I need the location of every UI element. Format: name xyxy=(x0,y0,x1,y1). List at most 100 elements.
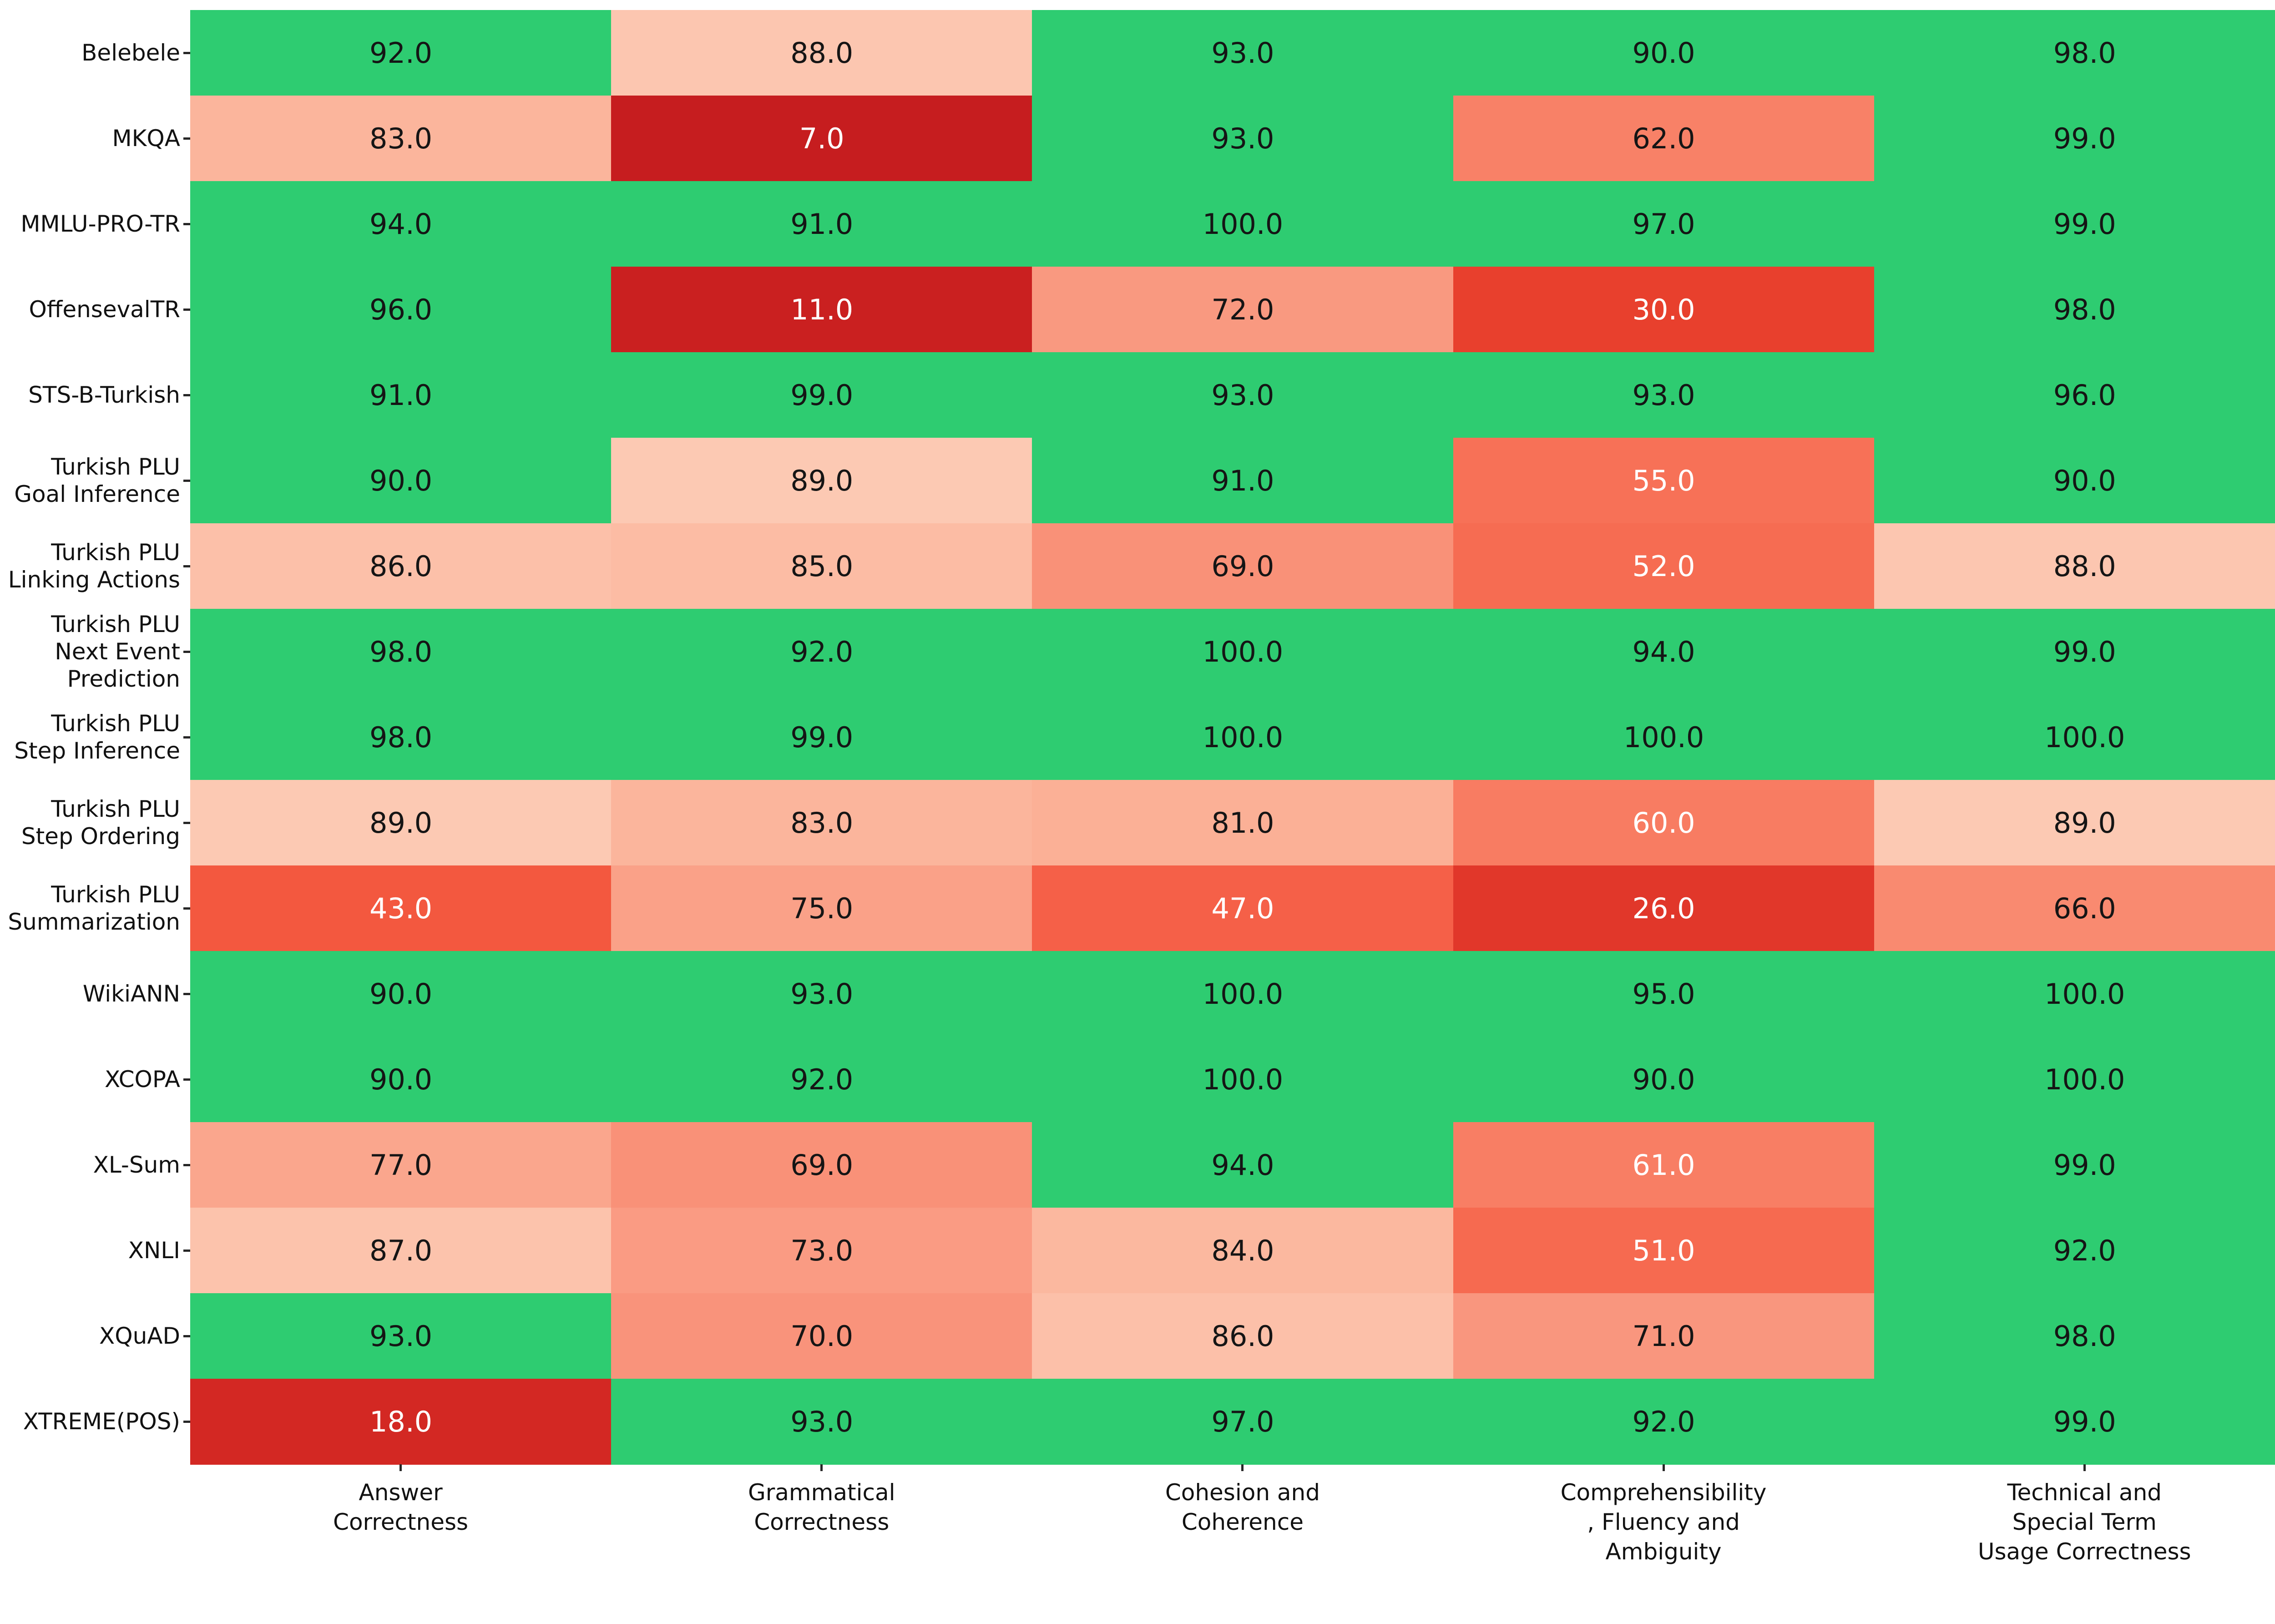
heatmap-cell: 93.0 xyxy=(1032,352,1454,438)
heatmap-cell: 88.0 xyxy=(1874,523,2275,609)
row-label: OffensevalTR xyxy=(29,296,180,323)
heatmap-cell: 87.0 xyxy=(190,1208,612,1294)
heatmap-cell: 83.0 xyxy=(611,780,1033,866)
heatmap-cell: 26.0 xyxy=(1453,865,1875,951)
heatmap-cell: 90.0 xyxy=(190,1037,612,1123)
heatmap-cell: 55.0 xyxy=(1453,438,1875,524)
heatmap-cell: 99.0 xyxy=(1874,181,2275,267)
x-axis-tick xyxy=(399,1464,402,1471)
heatmap-cell: 90.0 xyxy=(1453,1037,1875,1123)
row-label: Turkish PLU Step Inference xyxy=(14,710,180,764)
heatmap-cell: 81.0 xyxy=(1032,780,1454,866)
column-label: Cohesion and Coherence xyxy=(1165,1479,1320,1535)
heatmap-cell: 100.0 xyxy=(1032,1037,1454,1123)
heatmap-cell: 86.0 xyxy=(1032,1293,1454,1379)
heatmap-cell: 51.0 xyxy=(1453,1208,1875,1294)
heatmap-cell: 11.0 xyxy=(611,267,1033,353)
heatmap-cell: 18.0 xyxy=(190,1379,612,1465)
heatmap-cell: 95.0 xyxy=(1453,951,1875,1037)
row-label: MKQA xyxy=(112,125,181,152)
row-label: Turkish PLU Step Ordering xyxy=(21,796,180,850)
heatmap-cell: 62.0 xyxy=(1453,96,1875,182)
heatmap-cell: 90.0 xyxy=(1453,10,1875,96)
row-label: Turkish PLU Linking Actions xyxy=(8,539,180,593)
heatmap-cell: 99.0 xyxy=(1874,1379,2275,1465)
heatmap-cell: 89.0 xyxy=(190,780,612,866)
heatmap-cell: 91.0 xyxy=(611,181,1033,267)
row-label: XNLI xyxy=(128,1237,180,1264)
row-label: XL-Sum xyxy=(93,1152,180,1178)
x-axis-tick xyxy=(1662,1464,1665,1471)
heatmap-cell: 66.0 xyxy=(1874,865,2275,951)
y-axis-tick xyxy=(183,479,190,482)
x-axis-tick xyxy=(820,1464,823,1471)
heatmap-cell: 92.0 xyxy=(190,10,612,96)
heatmap-cell: 94.0 xyxy=(1453,609,1875,695)
column-label: Technical and Special Term Usage Correct… xyxy=(1977,1479,2191,1565)
heatmap-cell: 99.0 xyxy=(1874,609,2275,695)
heatmap-cell: 43.0 xyxy=(190,865,612,951)
heatmap-cell: 92.0 xyxy=(1453,1379,1875,1465)
heatmap-cell: 96.0 xyxy=(190,267,612,353)
row-label: Turkish PLU Goal Inference xyxy=(14,454,180,507)
row-label: Turkish PLU Summarization xyxy=(8,881,180,935)
heatmap-cell: 85.0 xyxy=(611,523,1033,609)
y-axis-tick xyxy=(183,1249,190,1252)
heatmap-cell: 84.0 xyxy=(1032,1208,1454,1294)
heatmap-cell: 98.0 xyxy=(190,694,612,780)
heatmap-cell: 100.0 xyxy=(1032,694,1454,780)
heatmap-cell: 83.0 xyxy=(190,96,612,182)
heatmap-cell: 7.0 xyxy=(611,96,1033,182)
heatmap-cell: 91.0 xyxy=(190,352,612,438)
heatmap-cell: 69.0 xyxy=(1032,523,1454,609)
heatmap-cell: 100.0 xyxy=(1453,694,1875,780)
row-label: Belebele xyxy=(81,40,180,66)
heatmap-cell: 77.0 xyxy=(190,1122,612,1208)
y-axis-tick xyxy=(183,1335,190,1337)
heatmap-cell: 90.0 xyxy=(190,438,612,524)
heatmap-cell: 93.0 xyxy=(611,951,1033,1037)
row-label: WikiANN xyxy=(82,981,180,1007)
heatmap-cell: 93.0 xyxy=(1453,352,1875,438)
heatmap-cell: 99.0 xyxy=(611,352,1033,438)
y-axis-tick xyxy=(183,308,190,311)
y-axis-tick xyxy=(183,1078,190,1081)
heatmap-cell: 93.0 xyxy=(1032,10,1454,96)
heatmap-cell: 47.0 xyxy=(1032,865,1454,951)
row-label: XCOPA xyxy=(104,1066,180,1093)
heatmap-cell: 97.0 xyxy=(1453,181,1875,267)
column-label: Answer Correctness xyxy=(333,1479,469,1535)
heatmap-cell: 100.0 xyxy=(1874,951,2275,1037)
column-label: Grammatical Correctness xyxy=(748,1479,895,1535)
heatmap-cell: 99.0 xyxy=(611,694,1033,780)
y-axis-tick xyxy=(183,1164,190,1166)
heatmap-cell: 86.0 xyxy=(190,523,612,609)
heatmap-cell: 52.0 xyxy=(1453,523,1875,609)
heatmap-cell: 90.0 xyxy=(190,951,612,1037)
row-label: MMLU-PRO-TR xyxy=(20,211,180,237)
heatmap-cell: 93.0 xyxy=(611,1379,1033,1465)
heatmap-cell: 89.0 xyxy=(1874,780,2275,866)
heatmap-cell: 100.0 xyxy=(1874,694,2275,780)
row-label: STS-B-Turkish xyxy=(28,382,180,408)
y-axis-tick xyxy=(183,650,190,653)
heatmap-cell: 98.0 xyxy=(190,609,612,695)
x-axis-tick xyxy=(1241,1464,1244,1471)
heatmap-cell: 92.0 xyxy=(611,609,1033,695)
heatmap-cell: 98.0 xyxy=(1874,10,2275,96)
x-axis-tick xyxy=(2083,1464,2086,1471)
heatmap-cell: 100.0 xyxy=(1874,1037,2275,1123)
heatmap-cell: 98.0 xyxy=(1874,267,2275,353)
heatmap-cell: 94.0 xyxy=(1032,1122,1454,1208)
heatmap-cell: 96.0 xyxy=(1874,352,2275,438)
heatmap-cell: 91.0 xyxy=(1032,438,1454,524)
heatmap-cell: 93.0 xyxy=(1032,96,1454,182)
y-axis-tick xyxy=(183,907,190,910)
y-axis-tick xyxy=(183,565,190,567)
y-axis-tick xyxy=(183,736,190,739)
heatmap-cell: 99.0 xyxy=(1874,96,2275,182)
heatmap-cell: 100.0 xyxy=(1032,609,1454,695)
heatmap-cell: 60.0 xyxy=(1453,780,1875,866)
heatmap-cell: 100.0 xyxy=(1032,181,1454,267)
